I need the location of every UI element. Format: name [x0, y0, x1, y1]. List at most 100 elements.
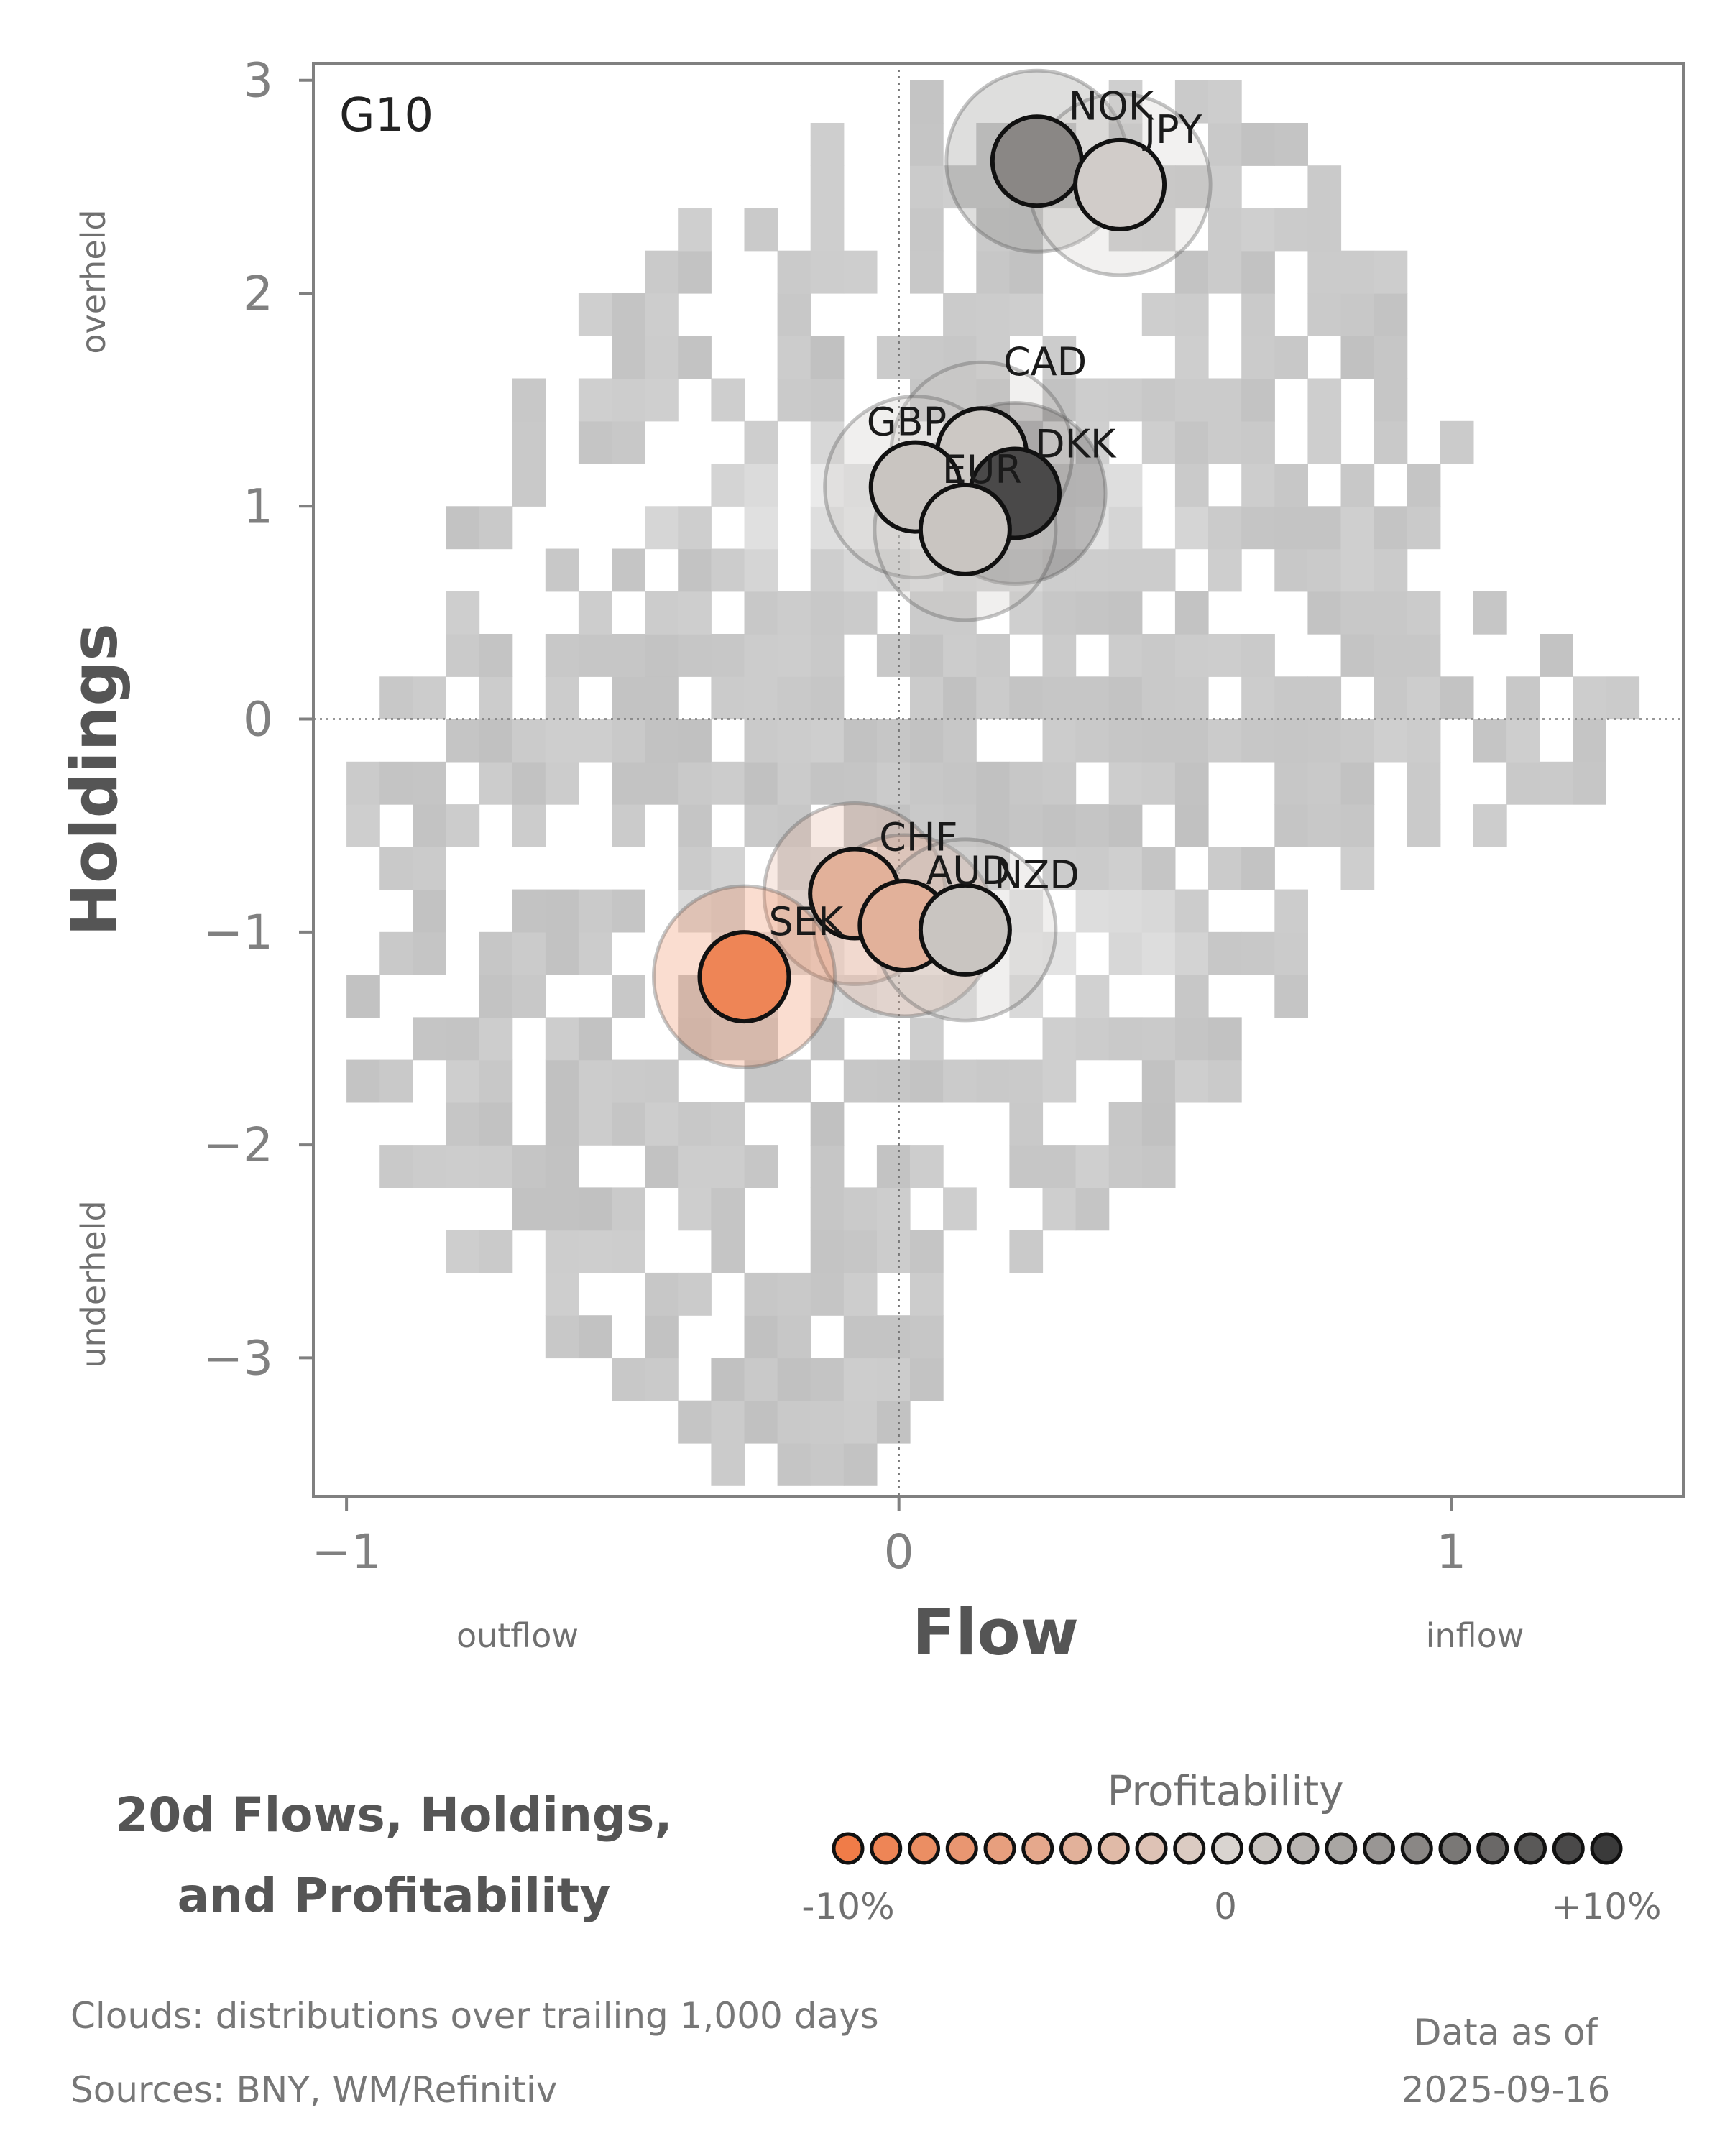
heatmap-cell — [1374, 293, 1408, 336]
heatmap-cell — [1340, 761, 1375, 805]
heatmap-cell — [512, 420, 546, 464]
heatmap-cell — [413, 931, 446, 975]
colorbar-swatch — [1363, 1832, 1395, 1865]
heatmap-cell — [1009, 889, 1044, 933]
heatmap-cell — [678, 761, 712, 805]
heatmap-cell — [810, 250, 845, 294]
heatmap-cell — [1009, 1145, 1044, 1188]
heatmap-cell — [810, 208, 845, 252]
heatmap-cell — [1009, 1230, 1044, 1273]
heatmap-cell — [777, 1272, 811, 1316]
heatmap-cell — [1108, 1017, 1143, 1061]
heatmap-cell — [578, 1315, 612, 1359]
x-tick-label: −1 — [311, 1524, 381, 1580]
heatmap-cell — [1108, 80, 1143, 124]
heatmap-cell — [1274, 889, 1308, 933]
heatmap-cell — [1108, 464, 1143, 507]
heatmap-cell — [711, 378, 745, 422]
heatmap-cell — [545, 719, 579, 763]
heatmap-cell — [744, 804, 778, 847]
heatmap-cell — [1440, 420, 1474, 464]
heatmap-cell — [1241, 506, 1275, 550]
heatmap-cloud — [346, 80, 1640, 1486]
heatmap-cell — [1307, 250, 1342, 294]
heatmap-cell — [976, 293, 1010, 336]
plot-frame — [312, 62, 1685, 1498]
y-tick-label: −3 — [203, 1330, 273, 1386]
heatmap-cell — [612, 719, 645, 763]
heatmap-cell — [1473, 591, 1507, 635]
label-dkk: DKK — [1035, 421, 1117, 466]
point-sek — [697, 930, 791, 1024]
heatmap-cell — [876, 1358, 911, 1401]
heatmap-cell — [1340, 548, 1375, 592]
heatmap-cell — [943, 1059, 977, 1103]
heatmap-cell — [976, 250, 1010, 294]
heatmap-cell — [1108, 847, 1143, 890]
heatmap-cell — [1042, 1145, 1077, 1188]
heatmap-cell — [976, 847, 1010, 890]
heatmap-cell — [1473, 719, 1507, 763]
panel-label: G10 — [339, 89, 433, 142]
heatmap-cell — [744, 1358, 778, 1401]
heatmap-cell — [612, 676, 645, 720]
heatmap-cell — [1141, 378, 1176, 422]
y-tick-label: 0 — [243, 692, 273, 747]
heatmap-cell — [678, 336, 712, 379]
heatmap-cell — [380, 931, 413, 975]
heatmap-cell — [1374, 676, 1408, 720]
heatmap-cell — [1374, 548, 1408, 592]
heatmap-cell — [1208, 420, 1242, 464]
heatmap-cell — [413, 804, 446, 847]
heatmap-cell — [578, 1017, 612, 1061]
heatmap-cell — [1307, 804, 1342, 847]
heatmap-cell — [1108, 1145, 1143, 1188]
heatmap-cell — [810, 123, 845, 166]
heatmap-cell — [711, 1358, 745, 1401]
heatmap-cell — [876, 1059, 911, 1103]
heatmap-cell — [910, 761, 944, 805]
heatmap-cell — [346, 761, 380, 805]
heatmap-cell — [1540, 761, 1573, 805]
heatmap-cell — [1208, 378, 1242, 422]
heatmap-cell — [1075, 975, 1110, 1018]
heatmap-cell — [1241, 123, 1275, 166]
heatmap-cell — [446, 1102, 480, 1146]
heatmap-cell — [1141, 420, 1176, 464]
heatmap-cell — [1241, 464, 1275, 507]
heatmap-cell — [1141, 293, 1176, 336]
heatmap-cell — [910, 378, 944, 422]
y-axis-title: Holdings — [58, 623, 132, 936]
heatmap-cell — [612, 420, 645, 464]
heatmap-cell — [943, 804, 977, 847]
heatmap-cell — [1174, 293, 1209, 336]
heatmap-cell — [1208, 165, 1242, 209]
point-nzd — [918, 883, 1012, 977]
heatmap-cell — [711, 847, 745, 890]
heatmap-cell — [1075, 847, 1110, 890]
heatmap-cell — [777, 336, 811, 379]
heatmap-cell — [1407, 634, 1441, 677]
heatmap-cell — [744, 506, 778, 550]
heatmap-cell — [1208, 548, 1242, 592]
heatmap-cell — [1340, 336, 1375, 379]
heatmap-cell — [810, 975, 845, 1018]
heatmap-cell — [578, 293, 612, 336]
heatmap-cell — [479, 1102, 513, 1146]
heatmap-cell — [380, 847, 413, 890]
heatmap-cell — [1208, 1059, 1242, 1103]
x-tick-label: 0 — [884, 1524, 914, 1580]
heatmap-cell — [1573, 676, 1606, 720]
heatmap-cell — [1340, 250, 1375, 294]
heatmap-cell — [1141, 847, 1176, 890]
heatmap-cell — [843, 506, 878, 550]
heatmap-cell — [910, 634, 944, 677]
heatmap-cell — [413, 847, 446, 890]
heatmap-cell — [545, 931, 579, 975]
heatmap-cell — [1606, 676, 1640, 720]
heatmap-cell — [645, 719, 678, 763]
heatmap-cell — [1307, 676, 1342, 720]
heatmap-cell — [612, 1230, 645, 1273]
heatmap-cell — [910, 719, 944, 763]
